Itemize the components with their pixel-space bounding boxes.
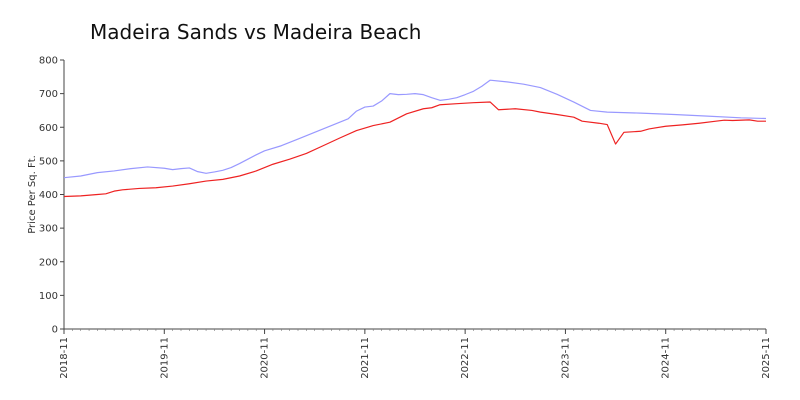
y-axis-title: Price Per Sq. Ft. bbox=[27, 155, 38, 234]
x-axis: 2018-11 2019-11 2020-11 2021-11 2022-11 2023-… bbox=[59, 328, 772, 379]
y-axis: 0 100 200 300 400 500 600 700 800 bbox=[39, 56, 65, 336]
y-tick-label: 700 bbox=[39, 89, 58, 100]
x-tick-label: 2021-11 bbox=[360, 337, 371, 379]
x-tick-label: 2018-11 bbox=[59, 337, 70, 379]
y-tick-label: 600 bbox=[39, 123, 58, 134]
x-tick-label: 2020-11 bbox=[260, 337, 271, 379]
x-tick-label: 2024-11 bbox=[661, 337, 672, 379]
y-tick-label: 400 bbox=[39, 190, 58, 201]
series-line-2 bbox=[63, 101, 766, 198]
x-tick-label: 2023-11 bbox=[560, 337, 571, 379]
y-tick-label: 100 bbox=[39, 291, 58, 302]
y-tick-label: 200 bbox=[39, 257, 58, 268]
x-tick-label: 2019-11 bbox=[159, 337, 170, 379]
y-tick-label: 300 bbox=[39, 224, 58, 235]
series-line-1 bbox=[63, 79, 767, 179]
x-tick-label: 2025-11 bbox=[761, 337, 772, 379]
series-layer bbox=[63, 79, 767, 198]
x-tick-label: 2022-11 bbox=[460, 337, 471, 379]
y-tick-label: 500 bbox=[39, 156, 58, 167]
y-tick-label: 800 bbox=[39, 56, 58, 67]
y-tick-label: 0 bbox=[52, 325, 58, 336]
chart-title: Madeira Sands vs Madeira Beach bbox=[90, 20, 422, 44]
